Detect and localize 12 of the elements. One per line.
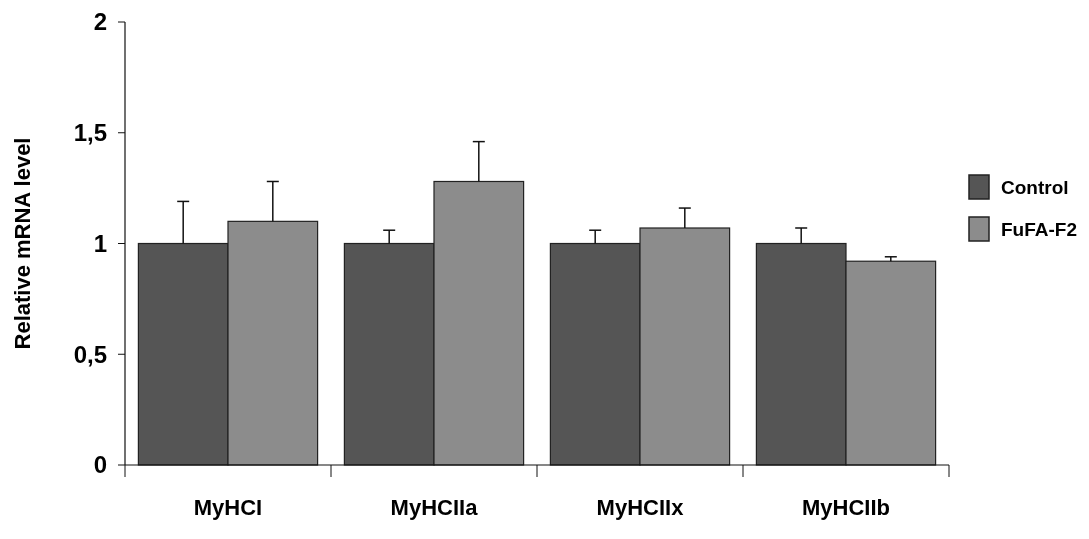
x-tick-label: MyHCIIa [390, 495, 479, 520]
legend-label: FuFA-F2 [1001, 218, 1077, 240]
y-tick-label: 0 [93, 451, 107, 479]
y-tick-label: 1 [93, 229, 107, 257]
y-axis-title: Relative mRNA level [10, 137, 35, 350]
y-tick-label: 0,5 [73, 340, 107, 368]
x-tick-label: MyHCI [193, 495, 263, 520]
x-tick-label: MyHCIIx [596, 495, 685, 520]
legend-label: Control [1001, 176, 1069, 198]
y-tick-label: 1,5 [73, 119, 107, 147]
y-tick-label: 2 [93, 8, 107, 36]
x-tick-label: MyHCIIb [802, 495, 890, 520]
